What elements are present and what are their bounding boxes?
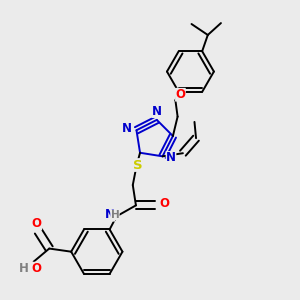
- Text: O: O: [31, 262, 41, 275]
- Text: N: N: [105, 208, 115, 221]
- Text: S: S: [133, 158, 143, 172]
- Text: O: O: [32, 217, 42, 230]
- Text: O: O: [176, 88, 185, 101]
- Text: N: N: [122, 122, 132, 135]
- Text: N: N: [152, 105, 162, 118]
- Text: O: O: [159, 197, 169, 210]
- Text: H: H: [19, 262, 29, 275]
- Text: H: H: [111, 210, 119, 220]
- Text: N: N: [166, 152, 176, 164]
